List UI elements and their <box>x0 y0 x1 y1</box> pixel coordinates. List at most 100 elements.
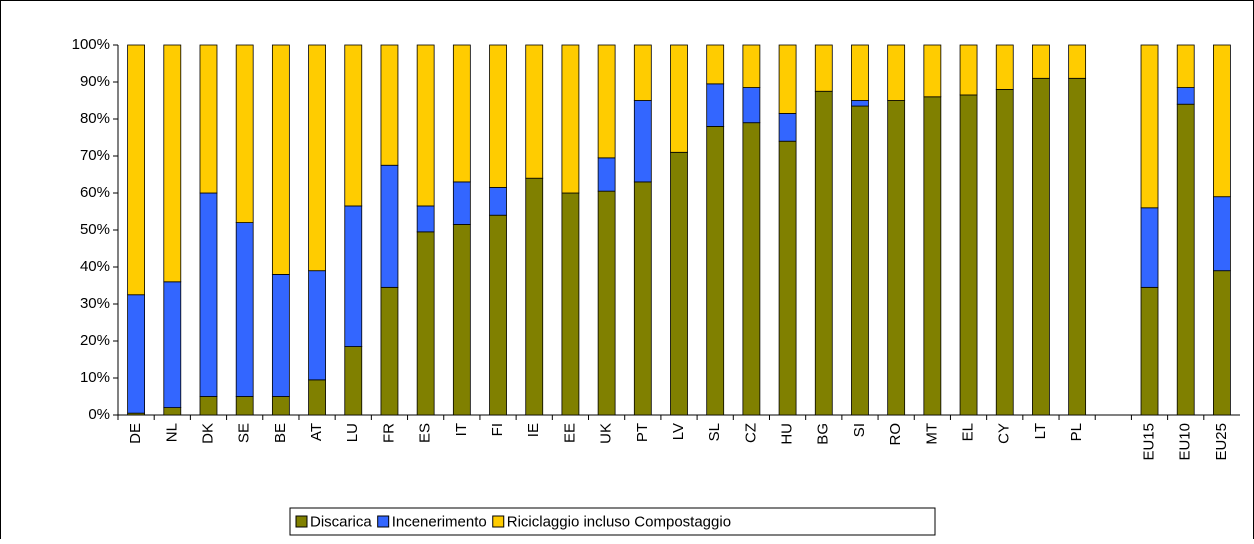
bar-segment <box>1176 103 1195 416</box>
bar-segment <box>344 346 363 416</box>
bar-segment <box>416 205 435 233</box>
bar-segment <box>923 44 942 98</box>
bar-segment <box>778 44 797 114</box>
bar-segment <box>706 126 725 416</box>
bar-segment <box>380 164 399 288</box>
bar-segment <box>995 44 1014 90</box>
bar-segment <box>127 294 145 414</box>
bar-segment <box>199 192 218 397</box>
bar-segment <box>452 224 471 416</box>
bar-segment <box>851 44 869 101</box>
bar-segment <box>163 281 182 408</box>
bar-segment <box>742 87 761 124</box>
bar-segment <box>887 44 906 101</box>
x-tick-label: BE <box>272 423 289 443</box>
x-tick-label: IE <box>525 423 542 437</box>
bar-segment <box>742 44 761 88</box>
x-tick-label: CY <box>996 423 1013 444</box>
x-tick-label: AT <box>308 423 325 441</box>
x-tick-label: PL <box>1068 423 1085 441</box>
bar-segment <box>1068 77 1087 416</box>
bar-segment <box>489 214 507 416</box>
bar-segment <box>416 44 435 207</box>
bar-segment <box>344 44 363 207</box>
bar-segment <box>416 231 435 416</box>
bar-segment <box>995 89 1014 416</box>
x-tick-label: LV <box>670 423 687 440</box>
x-tick-label: HU <box>779 423 796 445</box>
x-tick-label: EL <box>960 423 977 441</box>
x-tick-label: DK <box>199 423 216 444</box>
bar-segment <box>887 100 906 416</box>
bar-segment <box>452 181 471 225</box>
bar-segment <box>561 192 580 416</box>
x-tick-label: NL <box>163 423 180 442</box>
bar-segment <box>1176 44 1195 88</box>
bar-segment <box>1140 44 1159 209</box>
x-tick-label: BG <box>815 423 832 445</box>
x-tick-label: EU15 <box>1140 423 1157 461</box>
bar-segment <box>670 44 688 153</box>
bar-segment <box>1213 196 1231 272</box>
legend-swatch <box>492 515 505 528</box>
legend-box <box>289 507 936 536</box>
bar-segment <box>633 44 652 101</box>
bar-segment <box>742 122 761 416</box>
legend-swatch <box>295 515 308 528</box>
legend-label: Discarica <box>310 513 372 530</box>
x-tick-label: CZ <box>742 423 759 443</box>
bar-segment <box>199 44 218 194</box>
x-tick-label: RO <box>887 423 904 446</box>
legend-label: Riciclaggio incluso Compostaggio <box>507 513 731 530</box>
bar-segment <box>525 177 544 416</box>
y-tick-label: 20% <box>80 332 110 349</box>
y-tick-label: 100% <box>72 36 110 53</box>
bar-segment <box>959 94 978 416</box>
bar-segment <box>525 44 544 179</box>
bar-segment <box>344 205 363 347</box>
bar-segment <box>633 181 652 416</box>
bar-segment <box>271 44 290 275</box>
x-tick-label: SE <box>236 423 253 443</box>
bar-segment <box>452 44 471 183</box>
y-tick-label: 50% <box>80 221 110 238</box>
x-tick-label: PT <box>634 423 651 442</box>
bar-segment <box>851 105 869 416</box>
bar-segment <box>271 396 290 416</box>
legend-swatch <box>377 515 390 528</box>
bar-segment <box>597 44 616 159</box>
bar-segment <box>271 273 290 397</box>
bar-segment <box>778 113 797 142</box>
x-tick-label: SI <box>851 423 868 437</box>
bar-segment <box>706 83 725 127</box>
bar-segment <box>1032 77 1050 416</box>
bar-segment <box>959 44 978 96</box>
bar-segment <box>814 44 833 92</box>
x-tick-label: MT <box>923 423 940 445</box>
bar-segment <box>489 187 507 216</box>
y-tick-label: 0% <box>88 406 110 423</box>
bar-segment <box>308 270 326 381</box>
bar-segment <box>1176 87 1195 105</box>
y-tick-label: 40% <box>80 258 110 275</box>
bar-segment <box>380 286 399 416</box>
bar-segment <box>597 157 616 192</box>
x-tick-label: UK <box>598 423 615 444</box>
x-tick-label: DE <box>127 423 144 444</box>
x-tick-label: EU10 <box>1177 423 1194 461</box>
x-tick-label: LU <box>344 423 361 442</box>
y-tick-label: 90% <box>80 73 110 90</box>
bar-segment <box>235 44 254 224</box>
bar-segment <box>670 151 688 416</box>
bar-segment <box>923 96 942 416</box>
y-tick-label: 10% <box>80 369 110 386</box>
x-tick-label: SL <box>706 423 723 441</box>
legend-label: Incenerimento <box>392 513 487 530</box>
bar-segment <box>1213 44 1231 198</box>
bar-segment <box>1140 207 1159 288</box>
bar-segment <box>308 379 326 416</box>
bar-segment <box>489 44 507 188</box>
y-tick-label: 80% <box>80 110 110 127</box>
bar-segment <box>851 100 869 107</box>
